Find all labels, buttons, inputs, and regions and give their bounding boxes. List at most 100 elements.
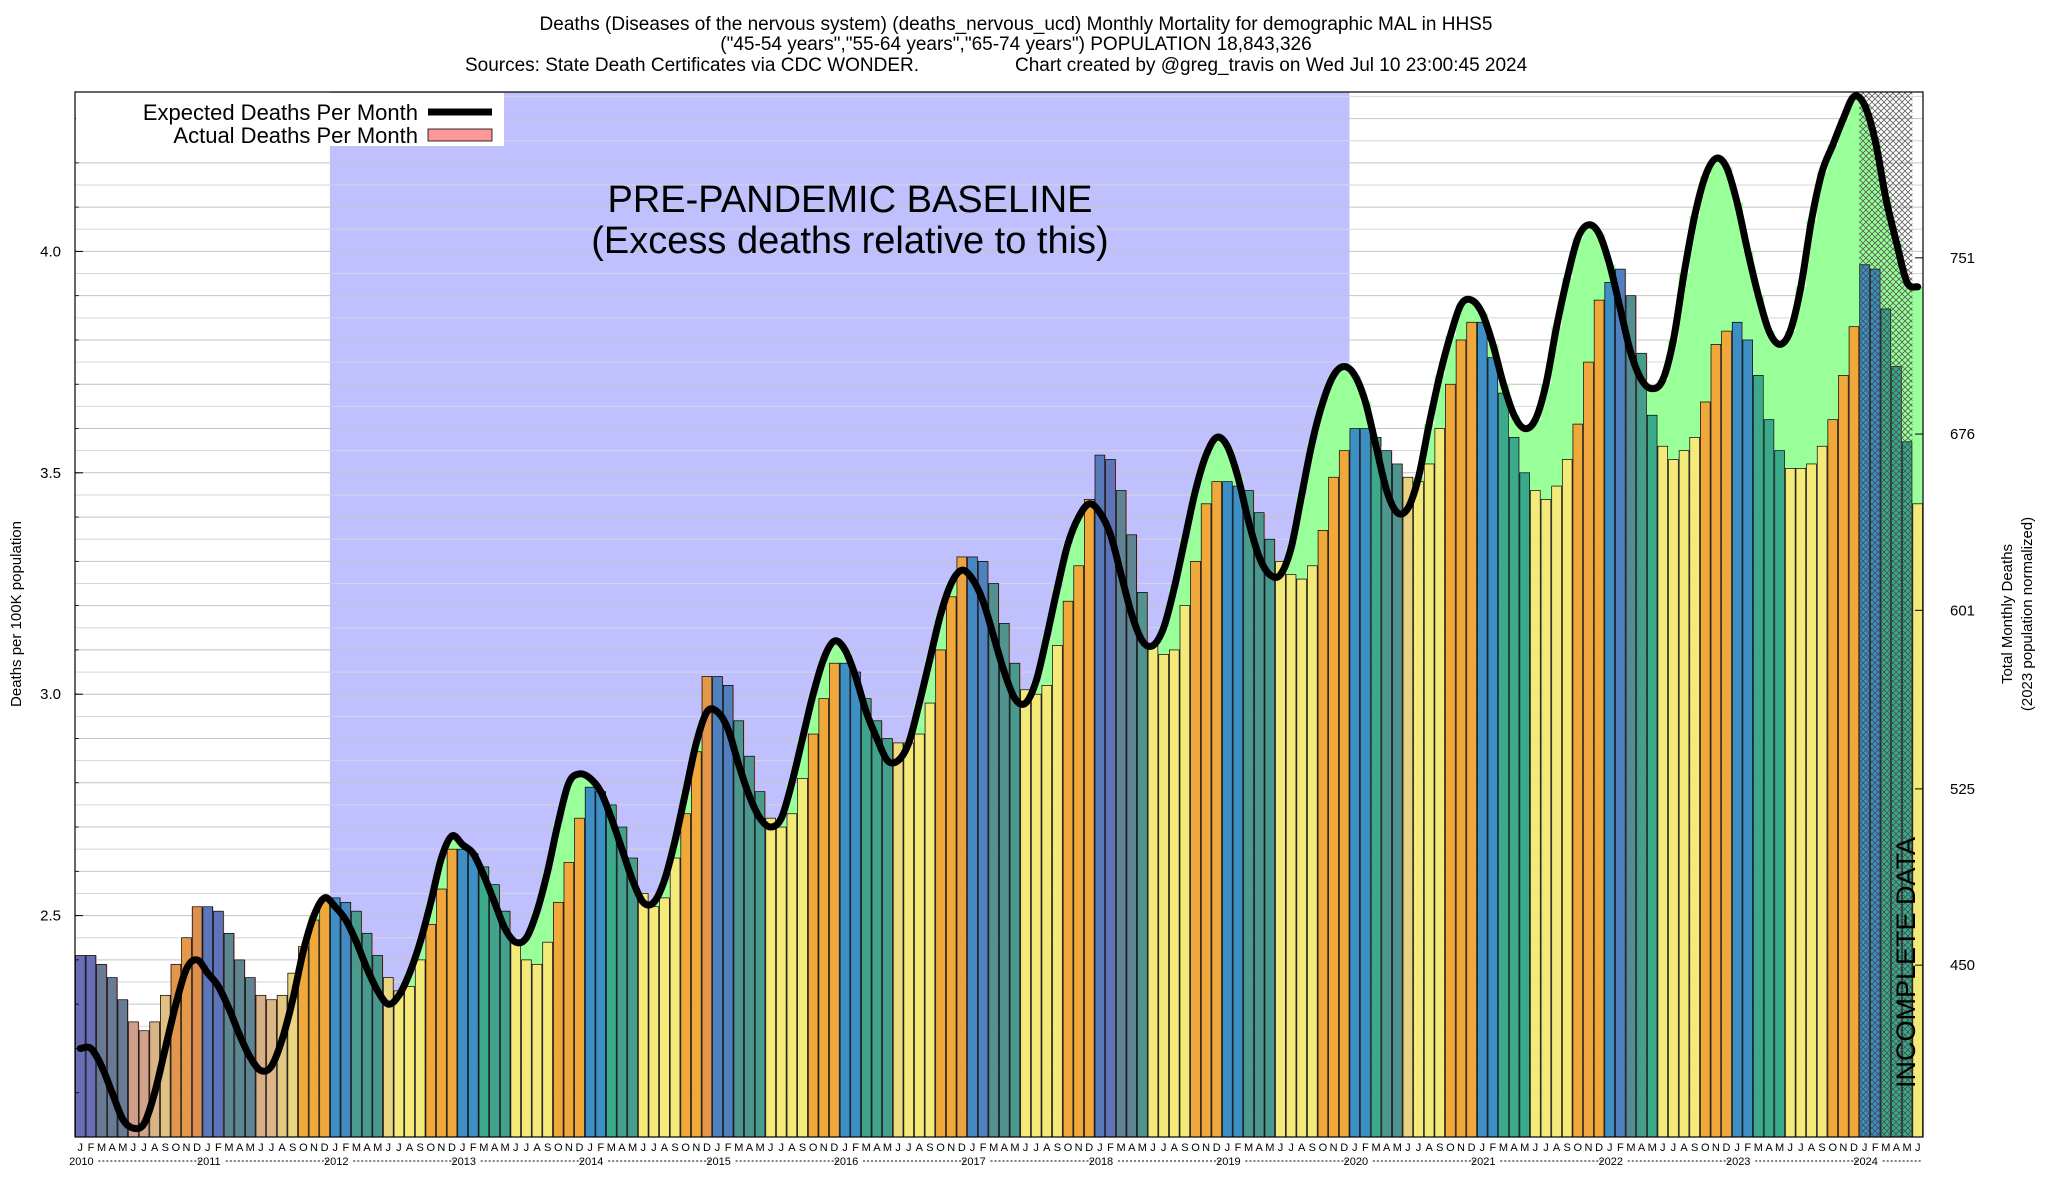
bar	[1583, 361, 1594, 1137]
excess-fill	[446, 835, 458, 850]
year-tick-label: 2012	[324, 1156, 348, 1168]
bar	[945, 596, 957, 1137]
bar	[977, 561, 989, 1137]
bar	[1338, 450, 1350, 1137]
bar	[202, 906, 213, 1137]
month-tick-label: J	[640, 1142, 646, 1154]
excess-fill	[786, 782, 798, 814]
excess-fill	[1753, 295, 1765, 376]
bar	[308, 919, 320, 1137]
bar	[329, 897, 341, 1137]
excess-fill	[1721, 167, 1733, 332]
bar	[574, 817, 585, 1137]
month-tick-label: O	[809, 1142, 818, 1154]
bar	[106, 977, 118, 1137]
chart-credit: Chart created by @greg_travis on Wed Jul…	[1015, 55, 1528, 76]
bar	[191, 906, 203, 1137]
bar	[1519, 472, 1530, 1137]
bar	[786, 813, 798, 1137]
chart-source: Sources: State Death Certificates via CD…	[465, 55, 919, 76]
month-tick-label: D	[1468, 1142, 1476, 1154]
bar	[457, 848, 468, 1137]
month-tick-label: S	[289, 1142, 296, 1154]
bar	[1147, 645, 1159, 1137]
year-tick-label: 2020	[1344, 1156, 1368, 1168]
bar	[1169, 649, 1180, 1137]
excess-fill	[1466, 300, 1478, 323]
month-tick-label: J	[1161, 1142, 1167, 1154]
bar	[861, 698, 872, 1137]
month-tick-label: N	[1202, 1142, 1210, 1154]
bar	[1073, 565, 1084, 1137]
bar	[170, 963, 182, 1137]
excess-fill	[1200, 455, 1212, 504]
excess-fill	[1530, 419, 1542, 491]
bar	[776, 826, 787, 1137]
bar	[1211, 481, 1222, 1137]
excess-fill	[1328, 375, 1340, 478]
bar	[1296, 578, 1307, 1137]
y2-tick-label: 676	[1950, 426, 1975, 443]
bar	[648, 906, 660, 1137]
month-tick-label: M	[1244, 1142, 1253, 1154]
month-tick-label: J	[651, 1142, 657, 1154]
month-tick-label: A	[1383, 1142, 1391, 1154]
bar	[1126, 534, 1137, 1137]
bar	[924, 702, 936, 1137]
month-tick-label: F	[1107, 1142, 1114, 1154]
bar	[1498, 392, 1509, 1137]
excess-fill	[818, 658, 830, 699]
bar	[1668, 459, 1679, 1137]
bar	[553, 901, 564, 1137]
month-tick-label: S	[1181, 1142, 1188, 1154]
month-tick-label: M	[1499, 1142, 1508, 1154]
month-tick-label: F	[88, 1142, 95, 1154]
month-tick-label: S	[1818, 1142, 1825, 1154]
bar	[606, 804, 617, 1137]
month-tick-label: J	[779, 1142, 785, 1154]
month-tick-label: M	[479, 1142, 488, 1154]
bar	[436, 888, 447, 1137]
excess-fill	[542, 871, 554, 943]
month-tick-label: D	[193, 1142, 201, 1154]
month-tick-label: A	[1553, 1142, 1561, 1154]
month-tick-label: J	[386, 1142, 392, 1154]
month-tick-label: A	[109, 1142, 117, 1154]
month-tick-label: M	[607, 1142, 616, 1154]
month-tick-label: J	[513, 1142, 519, 1154]
excess-fill	[563, 782, 575, 863]
month-tick-label: S	[417, 1142, 424, 1154]
bar	[1561, 459, 1573, 1137]
excess-fill	[1668, 339, 1680, 460]
month-tick-label: N	[437, 1142, 445, 1154]
month-tick-label: O	[299, 1142, 308, 1154]
bar	[754, 791, 766, 1137]
month-tick-label: D	[1213, 1142, 1221, 1154]
month-tick-label: M	[1117, 1142, 1126, 1154]
bar	[967, 556, 978, 1137]
bar	[1551, 485, 1562, 1137]
bar	[1328, 476, 1339, 1137]
year-tick-label: 2015	[706, 1156, 730, 1168]
bar	[616, 826, 628, 1137]
bar	[404, 986, 415, 1137]
excess-fill	[1774, 344, 1786, 451]
month-tick-label: J	[1023, 1142, 1029, 1154]
legend-actual-swatch	[427, 128, 493, 142]
bar	[542, 941, 553, 1137]
month-tick-label: A	[278, 1142, 286, 1154]
bar	[595, 791, 606, 1137]
bar	[340, 901, 352, 1137]
excess-fill	[1763, 331, 1775, 420]
bar	[521, 959, 532, 1137]
bar	[1232, 485, 1244, 1137]
bar	[1838, 375, 1849, 1137]
bar	[1530, 490, 1541, 1137]
bar	[722, 684, 734, 1137]
month-tick-label: J	[269, 1142, 275, 1154]
bar	[1020, 689, 1031, 1137]
excess-fill	[935, 614, 947, 650]
excess-fill	[829, 641, 841, 664]
bar	[1572, 423, 1584, 1137]
y-axis-label-left: Deaths per 100K population	[8, 521, 25, 707]
